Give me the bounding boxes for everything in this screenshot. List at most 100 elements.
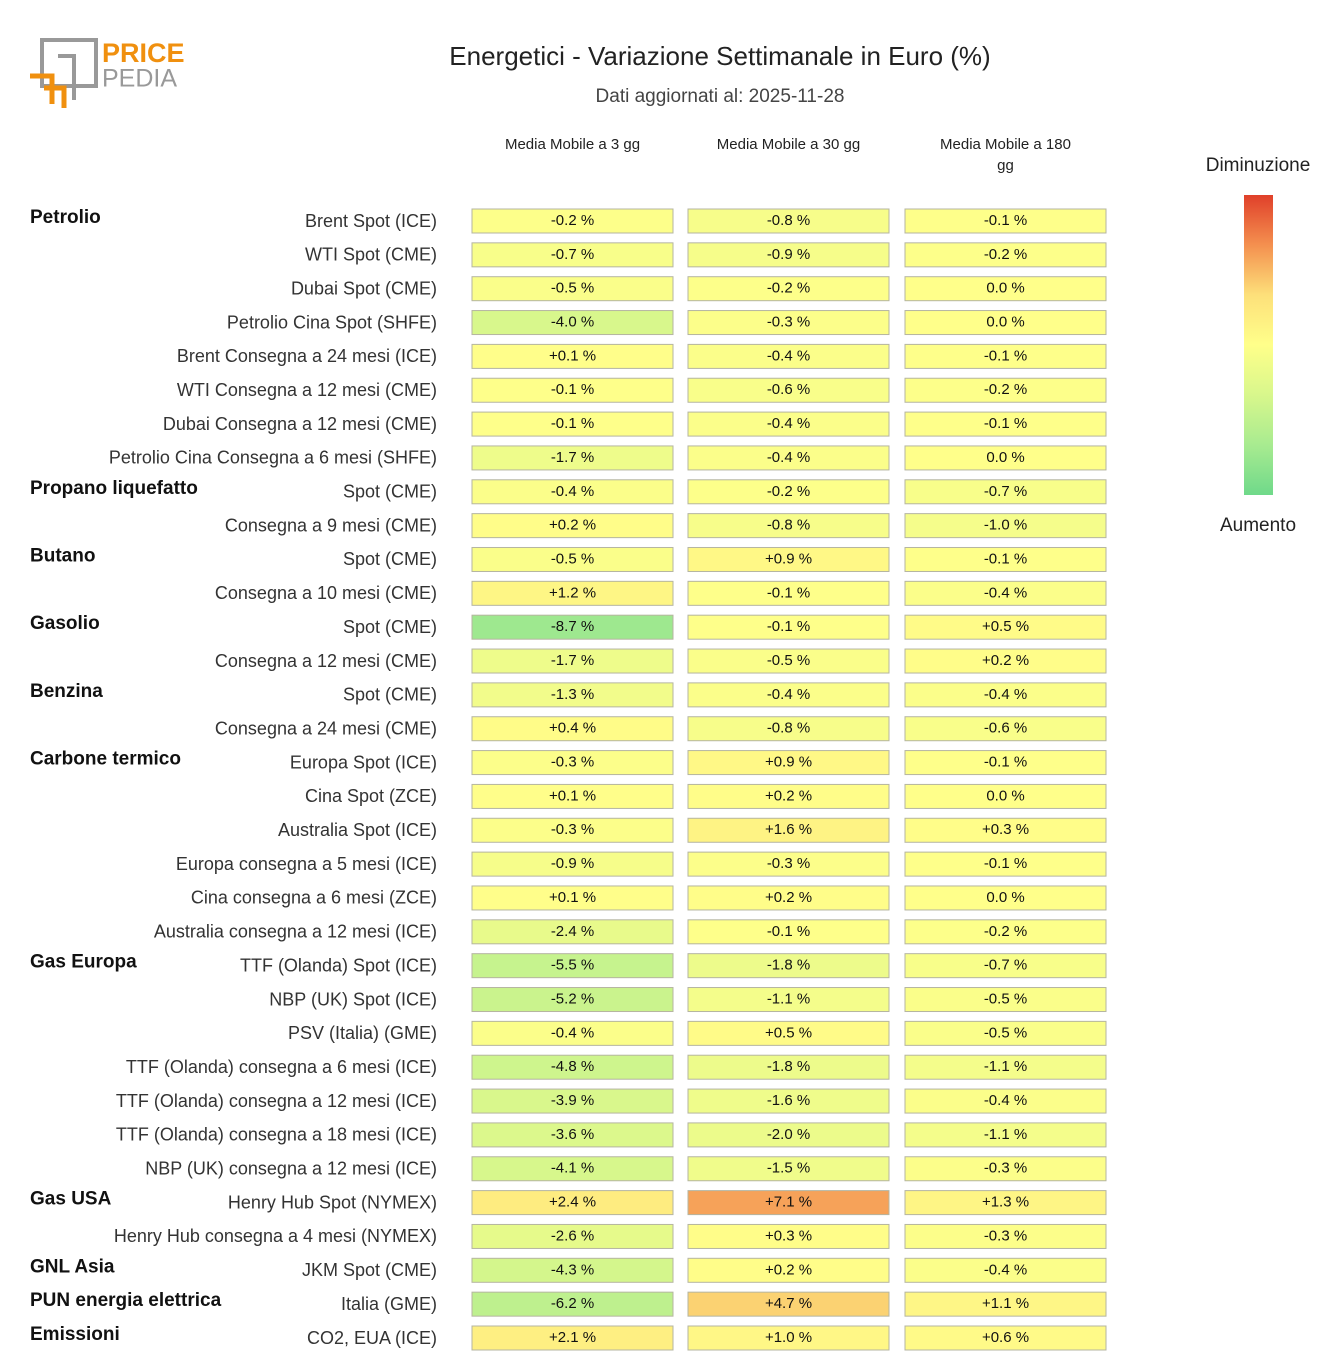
heat-cell <box>471 1190 674 1216</box>
heat-cell <box>471 1257 674 1283</box>
group-label: Petrolio <box>30 207 101 228</box>
cell-label: -0.7 % <box>551 246 594 263</box>
row-label: NBP (UK) Spot (ICE) <box>269 989 437 1009</box>
heat-cell <box>687 242 890 268</box>
row-label: PSV (Italia) (GME) <box>288 1023 437 1043</box>
cell-label: -1.1 % <box>984 1058 1027 1075</box>
heat-cell <box>904 682 1107 708</box>
heat-cell <box>471 546 674 572</box>
group-label: Butano <box>30 546 95 567</box>
heat-cell <box>687 851 890 877</box>
cell-label: -0.1 % <box>767 584 810 601</box>
heat-cell <box>687 1325 890 1351</box>
heat-cell <box>687 310 890 336</box>
cell-label: +0.1 % <box>549 347 596 364</box>
cell-label: +0.5 % <box>982 618 1029 635</box>
cell-label: +0.3 % <box>982 821 1029 838</box>
row-label: Europa Spot (ICE) <box>290 752 437 772</box>
cell-label: -0.4 % <box>984 686 1027 703</box>
cell-label: -0.1 % <box>551 381 594 398</box>
row-label: Brent Consegna a 24 mesi (ICE) <box>177 346 437 366</box>
cell-label: -0.7 % <box>984 957 1027 974</box>
logo-text: PRICE <box>102 38 185 68</box>
heat-cell <box>471 716 674 742</box>
cell-label: -0.1 % <box>984 550 1027 567</box>
logo: PRICE PEDIA <box>30 38 185 108</box>
heat-cell <box>471 987 674 1013</box>
cell-label: +1.1 % <box>982 1295 1029 1312</box>
heat-cell <box>687 1291 890 1317</box>
row-label: Consegna a 10 mesi (CME) <box>215 583 437 603</box>
heat-cell <box>687 546 890 572</box>
legend-label: Diminuzione <box>1206 155 1311 176</box>
cell-label: -0.1 % <box>984 212 1027 229</box>
cell-label: +0.2 % <box>765 787 812 804</box>
heat-cell <box>687 614 890 640</box>
heat-cell <box>687 919 890 945</box>
row-label: Italia (GME) <box>341 1294 437 1314</box>
cell-label: -0.9 % <box>551 855 594 872</box>
heat-cell <box>471 1020 674 1046</box>
heat-cell <box>471 1122 674 1148</box>
row-label: Australia Spot (ICE) <box>278 820 437 840</box>
heat-cell <box>904 546 1107 572</box>
heat-cell <box>904 1020 1107 1046</box>
cell-label: +1.2 % <box>549 584 596 601</box>
heat-cell <box>904 208 1107 234</box>
cell-label: -1.3 % <box>551 686 594 703</box>
cell-label: -1.1 % <box>984 1126 1027 1143</box>
heat-cell <box>471 750 674 776</box>
heat-cell <box>904 1156 1107 1182</box>
cell-label: +0.2 % <box>765 889 812 906</box>
cell-label: -0.8 % <box>767 720 810 737</box>
cell-label: -5.2 % <box>551 990 594 1007</box>
cell-label: -0.2 % <box>551 212 594 229</box>
heat-cell <box>687 953 890 979</box>
cell-label: -0.1 % <box>767 923 810 940</box>
cell-label: 0.0 % <box>986 889 1024 906</box>
cell-label: -0.1 % <box>767 618 810 635</box>
heat-cell <box>687 648 890 674</box>
group-label: Propano liquefatto <box>30 478 198 499</box>
cell-label: -1.8 % <box>767 1058 810 1075</box>
logo-line <box>58 54 76 100</box>
cell-label: -2.4 % <box>551 923 594 940</box>
cell-label: -0.4 % <box>984 1261 1027 1278</box>
cell-label: -1.0 % <box>984 517 1027 534</box>
heat-cell <box>471 479 674 505</box>
cell-label: +0.3 % <box>765 1227 812 1244</box>
cell-label: -6.2 % <box>551 1295 594 1312</box>
chart-subtitle: Dati aggiornati al: 2025-11-28 <box>596 86 845 107</box>
cell-label: +0.1 % <box>549 889 596 906</box>
heat-cell <box>471 242 674 268</box>
heat-cell <box>471 919 674 945</box>
group-label: Benzina <box>30 681 103 702</box>
heat-cell <box>471 513 674 539</box>
heat-cell <box>687 1122 890 1148</box>
cell-label: -1.7 % <box>551 449 594 466</box>
cell-label: -0.3 % <box>767 855 810 872</box>
row-label: Europa consegna a 5 mesi (ICE) <box>176 854 437 874</box>
group-label: Emissioni <box>30 1324 120 1345</box>
cell-label: -0.3 % <box>551 754 594 771</box>
heat-cell <box>904 716 1107 742</box>
heat-cell <box>687 411 890 437</box>
cell-label: +0.2 % <box>765 1261 812 1278</box>
heat-cell <box>904 783 1107 809</box>
cell-label: -0.4 % <box>551 483 594 500</box>
row-label: Australia consegna a 12 mesi (ICE) <box>154 922 437 942</box>
column-header: Media Mobile a 3 gg <box>504 136 641 153</box>
row-label: Petrolio Cina Consegna a 6 mesi (SHFE) <box>109 448 437 468</box>
heat-cell <box>687 682 890 708</box>
cell-label: -0.9 % <box>767 246 810 263</box>
cell-label: -3.9 % <box>551 1092 594 1109</box>
heat-cell <box>904 648 1107 674</box>
row-label: TTF (Olanda) consegna a 6 mesi (ICE) <box>126 1057 437 1077</box>
heat-cell <box>687 208 890 234</box>
logo-mark <box>30 73 67 108</box>
heat-cell <box>687 1190 890 1216</box>
heat-cell <box>687 1020 890 1046</box>
row-label: Consegna a 24 mesi (CME) <box>215 718 437 738</box>
cell-label: -0.1 % <box>984 754 1027 771</box>
